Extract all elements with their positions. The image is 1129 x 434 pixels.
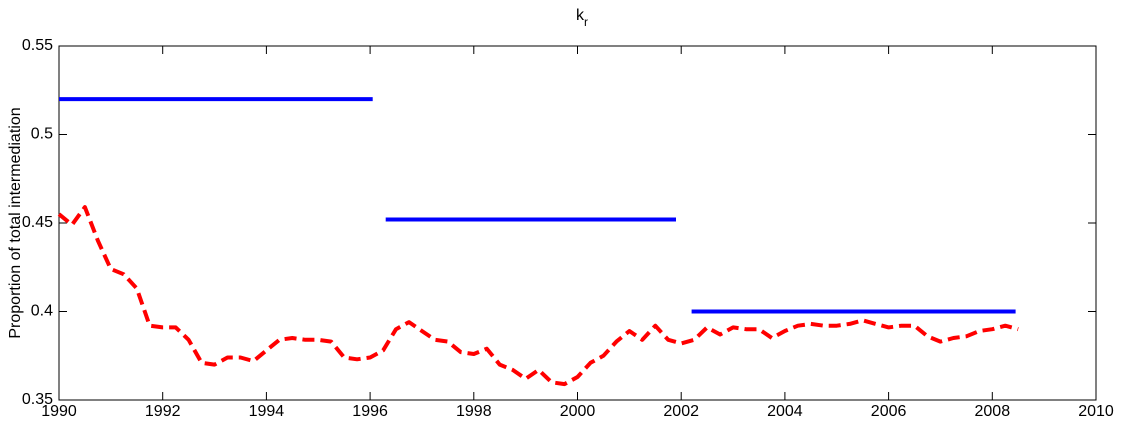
y-tick-label: 0.35 [22,391,53,408]
x-tick-label: 1998 [456,403,492,420]
x-tick-label: 2010 [1078,403,1114,420]
x-tick-label: 1994 [249,403,285,420]
x-tick-label: 2006 [871,403,907,420]
x-tick-label: 1990 [41,403,77,420]
title-main: k [576,7,585,24]
data-line [59,97,1016,314]
x-tick-label: 2000 [560,403,596,420]
data-line [57,205,1019,387]
chart-title: kr [576,7,588,29]
x-tick-label: 2008 [975,403,1011,420]
y-tick-label: 0.5 [31,126,53,143]
x-tick-label: 1992 [145,403,181,420]
y-tick-label: 0.55 [22,37,53,54]
x-tick-label: 2004 [767,403,803,420]
y-tick-label: 0.45 [22,214,53,231]
y-tick-label: 0.4 [31,303,53,320]
x-tick-label: 1996 [352,403,388,420]
y-axis-label: Proportion of total intermediation [7,107,24,338]
title-subscript: r [584,15,588,29]
x-tick-label: 2002 [663,403,699,420]
